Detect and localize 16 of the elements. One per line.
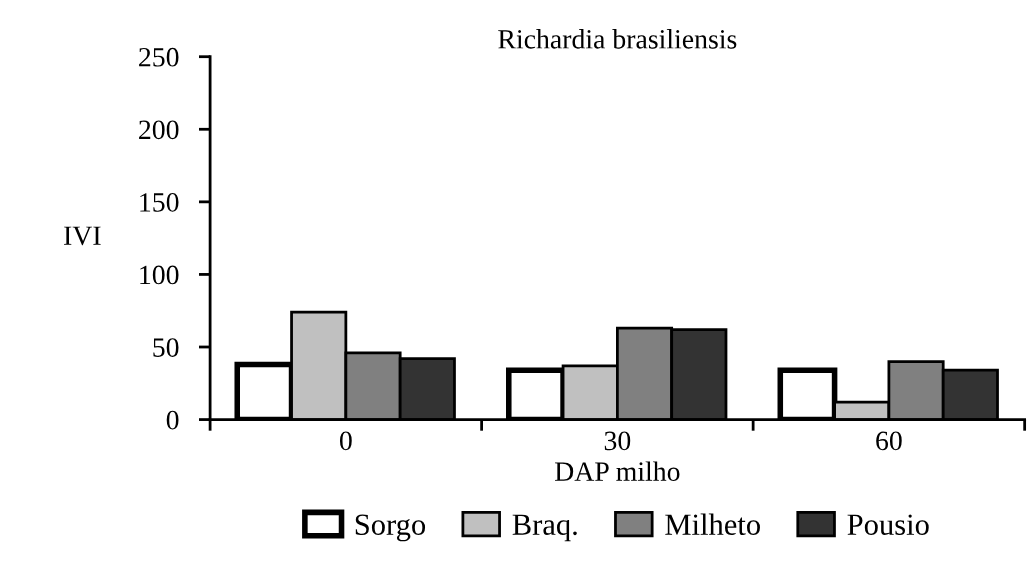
y-tick-label: 0	[166, 410, 179, 430]
x-tick-label: 0	[339, 431, 352, 451]
y-tick-label: 250	[139, 47, 179, 67]
x-tick-label: 60	[876, 431, 902, 451]
y-tick-label: 100	[140, 265, 179, 285]
y-tick-label: 50	[153, 338, 179, 357]
legend-label: Pousio	[847, 514, 929, 535]
x-tick-label: 30	[604, 431, 631, 451]
legend-label: Sorgo	[355, 514, 426, 542]
chart-title: Richardia brasiliensis	[498, 29, 737, 49]
y-axis-title: IVI	[64, 226, 101, 246]
y-tick-label: 200	[139, 120, 179, 140]
legend-label: Braq.	[512, 514, 577, 542]
x-axis-title: DAP milho	[555, 461, 680, 481]
legend-label: Milheto	[665, 513, 760, 535]
y-tick-label: 150	[140, 193, 179, 212]
